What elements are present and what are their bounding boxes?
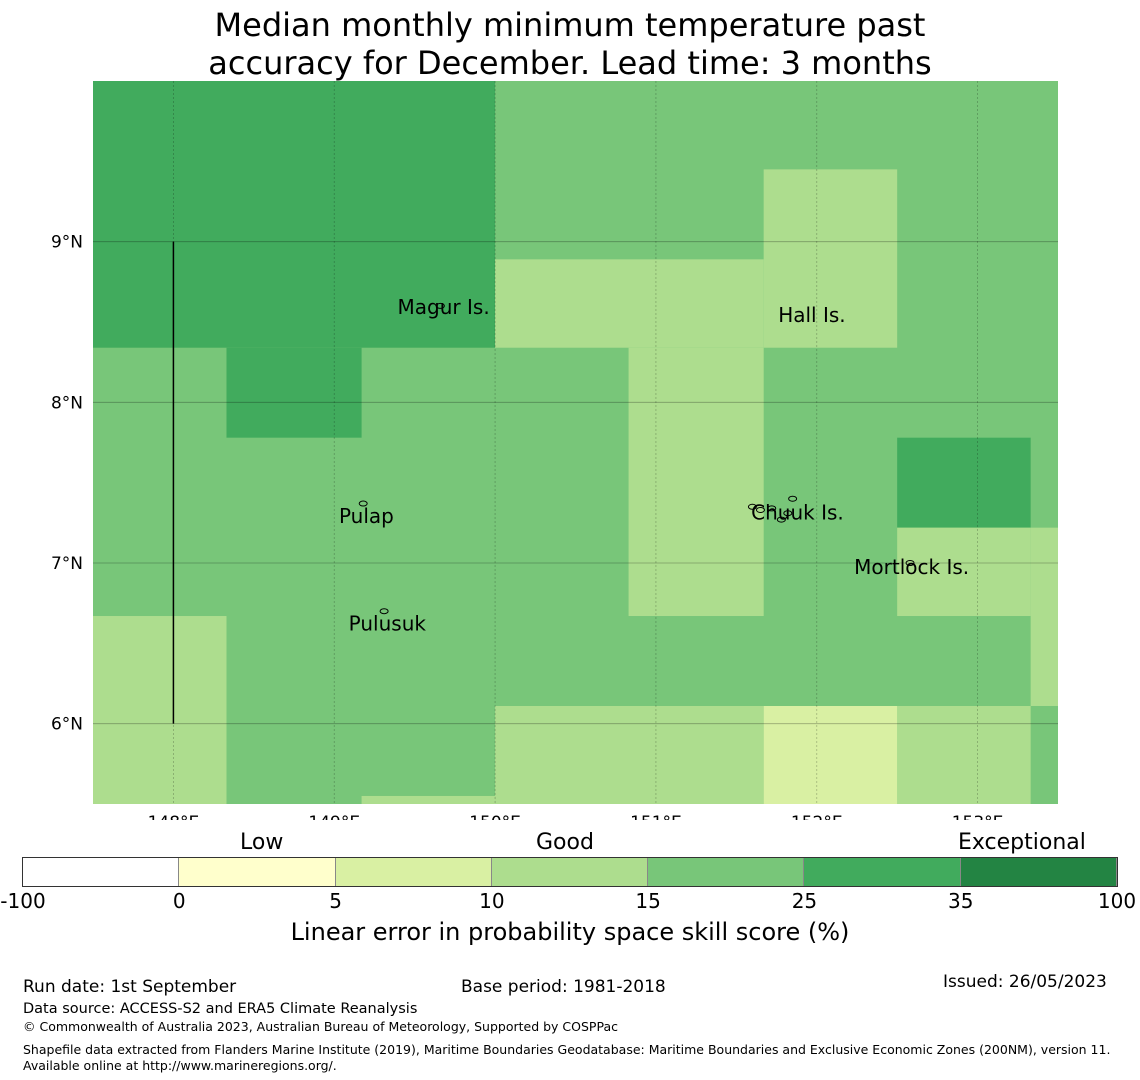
island-outline <box>379 608 389 615</box>
colorbar-tick-label: 5 <box>329 889 342 913</box>
lat-tick-label: 9°N <box>51 233 83 253</box>
island-outline <box>776 516 786 523</box>
colorbar-tick-label: 35 <box>947 889 974 913</box>
copyright: © Commonwealth of Australia 2023, Austra… <box>23 1019 618 1034</box>
island-outline <box>767 505 777 512</box>
grid-cell <box>93 81 496 348</box>
lon-tick-label: 153°E <box>952 813 1004 820</box>
lon-tick-label: 151°E <box>630 813 682 820</box>
skill-map: 148°E 149°E 150°E 151°E 152°E 153°E 9°N 8°N 7°N 6… <box>51 81 1058 820</box>
colorbar-tick-label: 100 <box>1097 889 1137 913</box>
colorbar-segment <box>335 858 492 886</box>
island-outline <box>783 510 793 517</box>
place-label: Hall Is. <box>778 303 845 327</box>
colorbar-tick-label: 25 <box>791 889 818 913</box>
lat-tick-label: 8°N <box>51 393 83 413</box>
place-label: Magur Is. <box>398 295 490 319</box>
place-label: Pulap <box>339 504 394 528</box>
issued-date: Issued: 26/05/2023 <box>943 972 1107 992</box>
category-low: Low <box>240 830 284 855</box>
grid-cell <box>495 705 764 804</box>
lon-tick-label: 149°E <box>308 813 360 820</box>
lon-tick-label: 148°E <box>148 813 200 820</box>
title-line-1: Median monthly minimum temperature past <box>214 6 926 44</box>
title-line-2: accuracy for December. Lead time: 3 mont… <box>208 44 932 82</box>
colorbar-border <box>22 857 1118 887</box>
shapefile-credit: Shapefile data extracted from Flanders M… <box>23 1042 1111 1073</box>
place-label: Mortlock Is. <box>854 555 969 579</box>
data-source: Data source: ACCESS-S2 and ERA5 Climate … <box>23 1001 418 1017</box>
grid-cell <box>897 527 1031 617</box>
colorbar-segment <box>804 858 961 886</box>
grid-cell <box>361 795 496 804</box>
grid-cell <box>897 705 1031 804</box>
run-date: Run date: 1st September <box>23 977 237 997</box>
lat-tick-label: 7°N <box>51 554 83 574</box>
colorbar-segment <box>179 858 336 886</box>
place-label: Chuuk Is. <box>751 501 844 525</box>
island-outline <box>788 495 798 502</box>
grid-cell <box>495 259 764 348</box>
colorbar-segment <box>23 858 180 886</box>
lon-tick-label: 152°E <box>791 813 843 820</box>
colorbar-tick-label: -100 <box>0 889 46 913</box>
colorbar-tick-label: 15 <box>635 889 661 913</box>
lon-tick-label: 150°E <box>469 813 521 820</box>
island-outline <box>905 560 915 566</box>
grid-cell <box>93 616 227 804</box>
grid-cell <box>1030 527 1058 706</box>
island-outline <box>435 302 445 309</box>
grid-cell <box>763 169 898 348</box>
colorbar-segment <box>648 858 805 886</box>
base-period: Base period: 1981-2018 <box>461 977 666 997</box>
colorbar-segment <box>491 858 649 886</box>
island-outline <box>358 500 368 507</box>
grid-cell <box>763 705 898 804</box>
colorbar-segment <box>960 858 1117 886</box>
colorbar-tick-label: 10 <box>479 889 505 913</box>
colorbar-tick-label: 0 <box>172 889 186 913</box>
grid-cell <box>628 347 764 617</box>
category-good: Good <box>536 830 594 855</box>
chart-title: Median monthly minimum temperature past … <box>0 6 1140 82</box>
island-outline <box>755 506 765 513</box>
island-outline <box>747 503 757 510</box>
colorbar-label: Linear error in probability space skill … <box>290 918 850 946</box>
lat-tick-label: 6°N <box>51 715 83 735</box>
category-exceptional: Exceptional <box>958 830 1086 855</box>
grid-cell <box>226 347 362 438</box>
place-label: Pulusuk <box>349 611 427 635</box>
colorbar <box>23 858 1117 886</box>
grid-cell <box>897 437 1031 528</box>
